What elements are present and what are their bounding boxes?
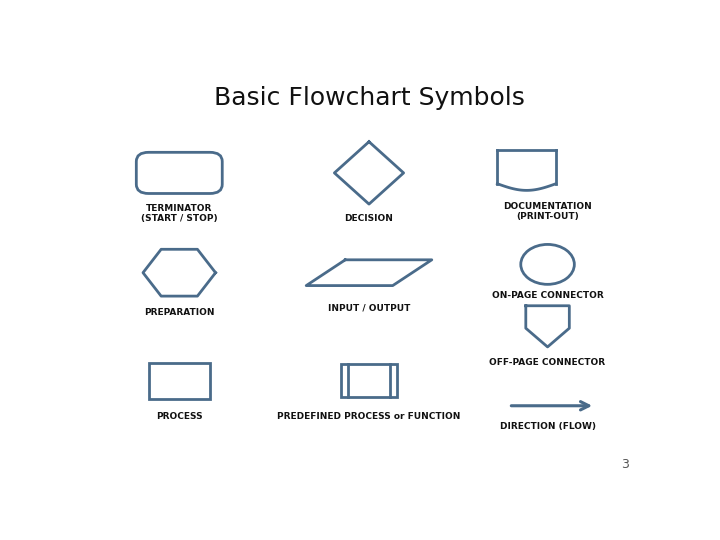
Text: TERMINATOR
(START / STOP): TERMINATOR (START / STOP): [141, 204, 217, 224]
Bar: [148, 362, 210, 399]
Text: Basic Flowchart Symbols: Basic Flowchart Symbols: [214, 85, 524, 110]
Text: PREPARATION: PREPARATION: [144, 308, 215, 317]
Text: PREDEFINED PROCESS or FUNCTION: PREDEFINED PROCESS or FUNCTION: [277, 412, 461, 421]
Text: 3: 3: [621, 458, 629, 471]
Bar: [341, 364, 397, 397]
Text: OFF-PAGE CONNECTOR: OFF-PAGE CONNECTOR: [490, 358, 606, 367]
Text: PROCESS: PROCESS: [156, 412, 202, 421]
Text: DECISION: DECISION: [345, 214, 393, 224]
Text: DIRECTION (FLOW): DIRECTION (FLOW): [500, 422, 595, 431]
Text: INPUT / OUTPUT: INPUT / OUTPUT: [328, 304, 410, 313]
Text: ON-PAGE CONNECTOR: ON-PAGE CONNECTOR: [492, 292, 603, 300]
Text: DOCUMENTATION
(PRINT-OUT): DOCUMENTATION (PRINT-OUT): [503, 202, 592, 221]
